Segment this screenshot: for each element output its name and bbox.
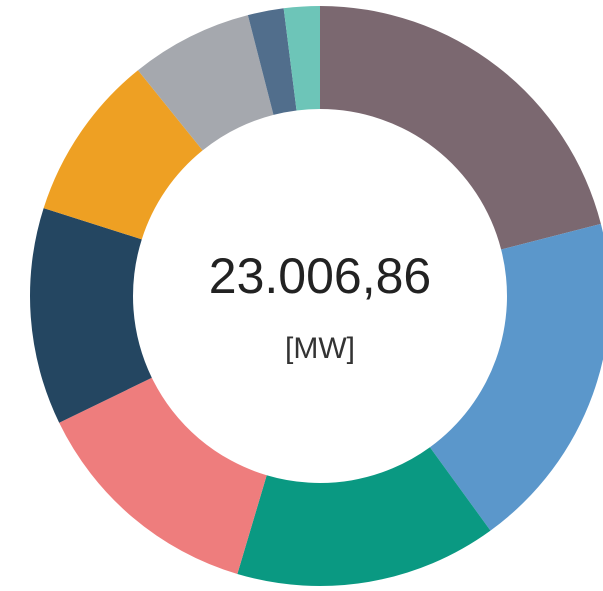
slice — [237, 447, 491, 586]
center-value: 23.006,86 — [209, 248, 431, 304]
slice — [29, 208, 152, 423]
center-unit: [MW] — [285, 332, 355, 365]
slice — [429, 223, 603, 531]
slice — [137, 15, 274, 151]
slice — [59, 377, 267, 574]
slice — [283, 6, 320, 111]
slices — [29, 6, 603, 586]
slice — [320, 6, 601, 250]
slice — [247, 8, 297, 115]
slice — [43, 70, 203, 240]
